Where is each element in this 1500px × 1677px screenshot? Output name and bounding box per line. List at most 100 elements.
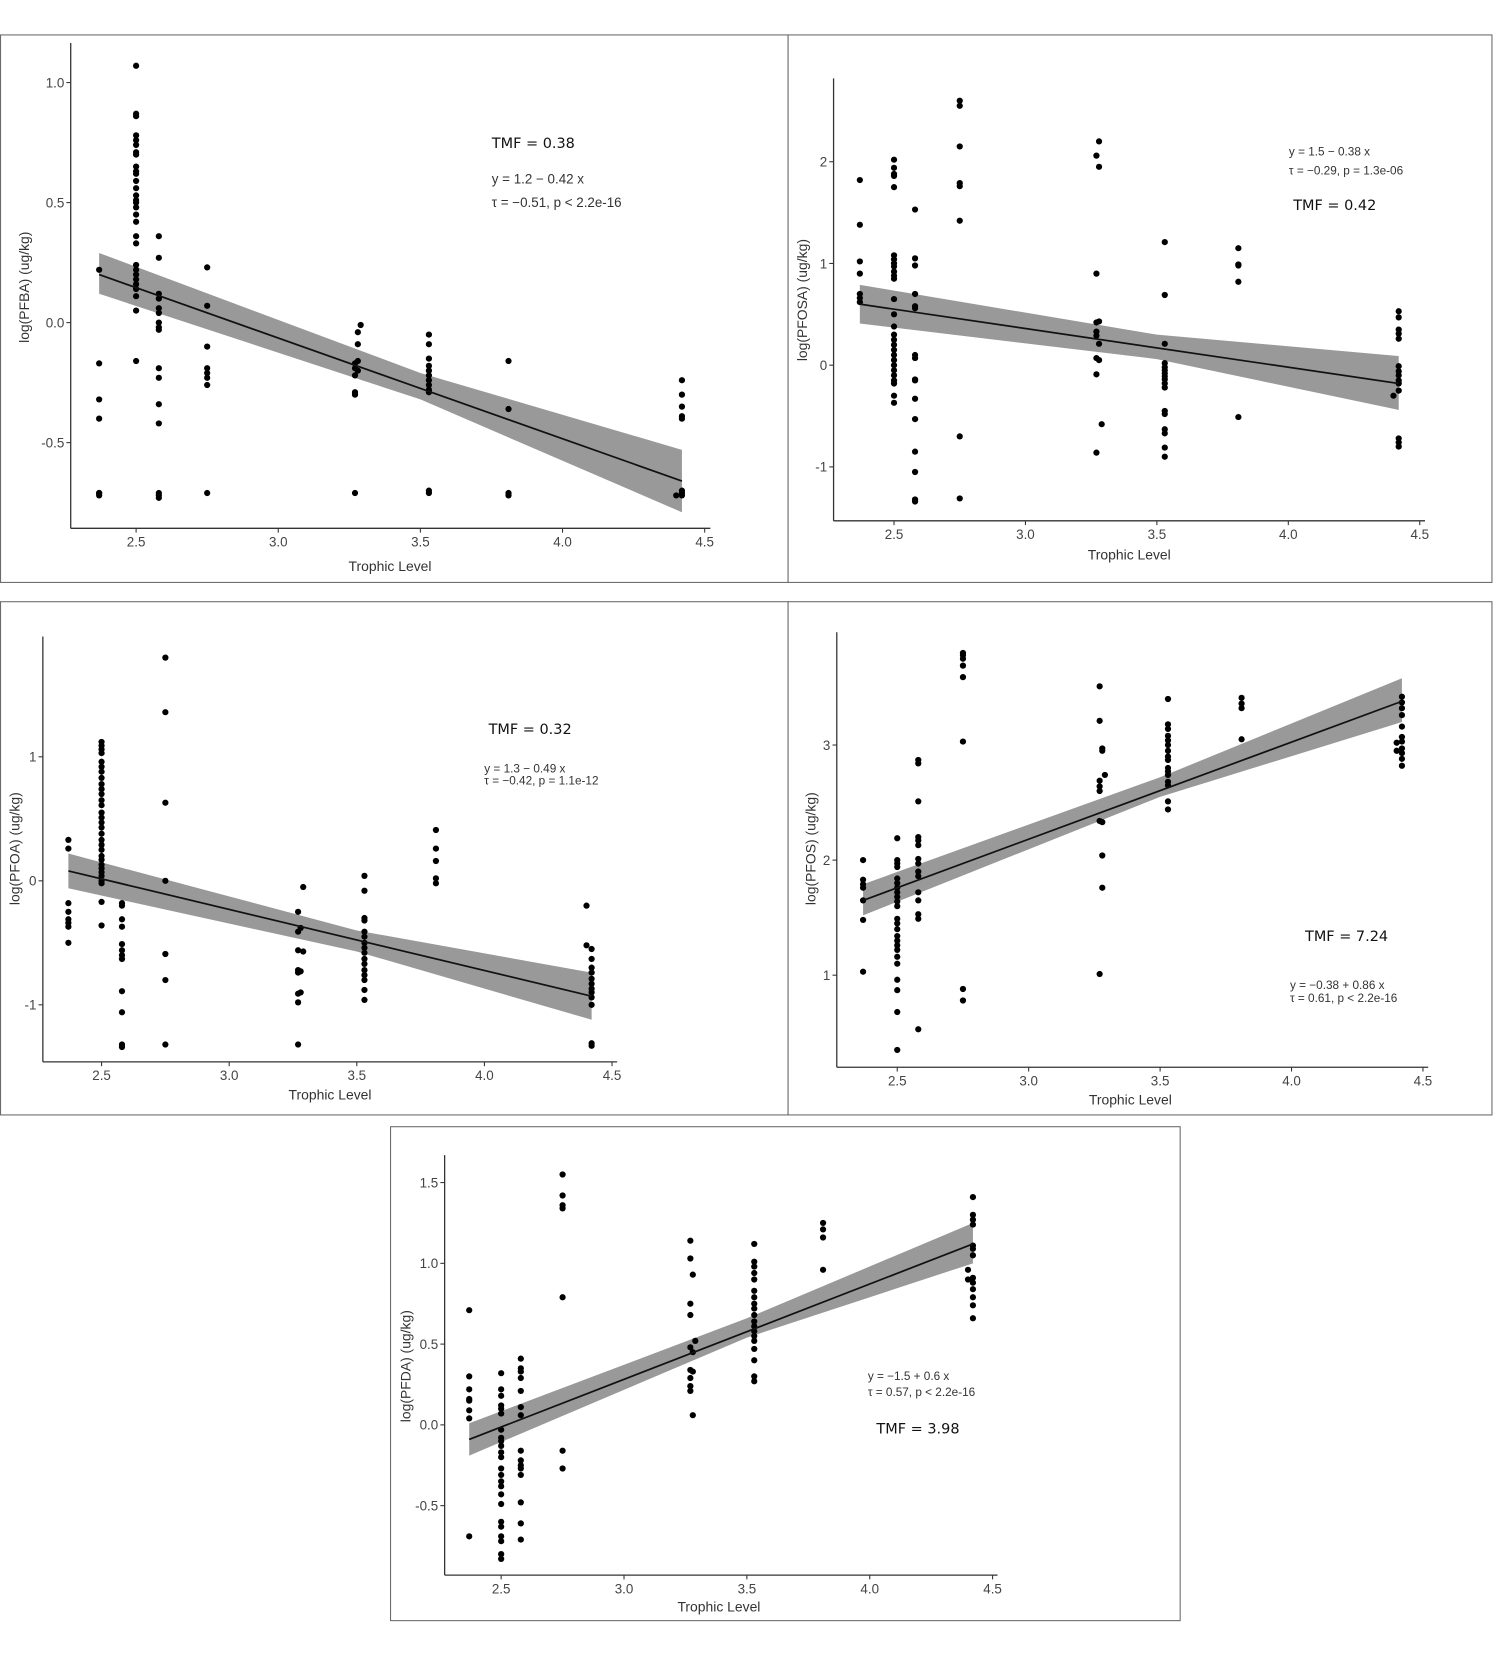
data-point bbox=[915, 897, 922, 904]
data-point bbox=[894, 1046, 901, 1054]
data-point bbox=[132, 141, 140, 149]
data-point bbox=[498, 1442, 505, 1449]
data-point bbox=[118, 940, 126, 948]
data-point bbox=[98, 763, 105, 770]
y-axis-label: log(PFOS) (ug/kg) bbox=[802, 792, 818, 905]
data-point bbox=[432, 845, 440, 852]
data-point bbox=[466, 1533, 473, 1540]
data-point bbox=[911, 206, 919, 213]
y-tick-label: 0.0 bbox=[420, 1418, 439, 1433]
data-point bbox=[1395, 314, 1402, 321]
data-point bbox=[98, 819, 105, 826]
data-point bbox=[964, 1276, 972, 1283]
data-point bbox=[155, 326, 162, 333]
data-point bbox=[132, 132, 140, 139]
data-point bbox=[1164, 806, 1172, 813]
data-point bbox=[1164, 695, 1172, 703]
x-tick-label: 4.5 bbox=[695, 535, 714, 550]
data-point bbox=[132, 163, 140, 170]
data-point bbox=[588, 1001, 595, 1008]
data-point bbox=[911, 498, 919, 505]
data-point bbox=[819, 1266, 827, 1273]
y-tick-label: -1 bbox=[815, 460, 827, 475]
data-point bbox=[517, 1412, 524, 1419]
tmf-label: TMF = 0.32 bbox=[488, 722, 572, 738]
data-point bbox=[687, 1344, 694, 1351]
panel-frame-pfoa bbox=[0, 601, 789, 1116]
data-point bbox=[1395, 387, 1402, 394]
x-tick-label: 4.0 bbox=[860, 1581, 879, 1596]
confidence-band bbox=[863, 678, 1402, 916]
tmf-label: TMF = 0.42 bbox=[1292, 198, 1376, 214]
x-tick-label: 3.0 bbox=[615, 1581, 634, 1596]
data-point bbox=[1093, 449, 1100, 456]
data-point bbox=[98, 836, 105, 844]
data-point bbox=[1395, 443, 1402, 450]
data-point bbox=[559, 1447, 566, 1454]
data-point bbox=[1095, 318, 1103, 325]
data-point bbox=[361, 976, 368, 984]
data-point bbox=[132, 218, 140, 225]
x-tick-label: 4.0 bbox=[1279, 527, 1298, 542]
data-point bbox=[155, 494, 162, 501]
data-point bbox=[155, 365, 162, 372]
data-point bbox=[751, 1240, 758, 1248]
data-point bbox=[856, 221, 863, 228]
data-point bbox=[132, 177, 140, 185]
data-point bbox=[894, 932, 901, 940]
x-tick-label: 3.5 bbox=[738, 1581, 757, 1596]
data-point bbox=[956, 97, 963, 104]
data-point bbox=[959, 985, 967, 993]
regression-stats: τ = −0.42, p = 1.1e-12 bbox=[484, 774, 598, 787]
data-point bbox=[361, 917, 368, 924]
data-point bbox=[517, 1536, 524, 1543]
y-tick-label: 1 bbox=[29, 750, 36, 765]
data-point bbox=[964, 1266, 972, 1273]
data-point bbox=[204, 302, 211, 309]
data-point bbox=[1395, 308, 1402, 315]
data-point bbox=[65, 923, 72, 930]
data-point bbox=[294, 947, 302, 954]
data-point bbox=[911, 354, 919, 362]
data-point bbox=[1235, 278, 1242, 285]
data-point bbox=[959, 655, 967, 662]
y-tick-label: 2 bbox=[820, 155, 827, 170]
data-point bbox=[162, 1041, 169, 1048]
confidence-band bbox=[859, 284, 1399, 410]
data-point bbox=[361, 933, 368, 940]
data-point bbox=[354, 341, 361, 348]
data-point bbox=[1390, 392, 1397, 399]
data-point bbox=[498, 1370, 505, 1377]
data-point bbox=[894, 903, 901, 910]
data-point bbox=[969, 1193, 977, 1201]
data-point bbox=[204, 374, 211, 381]
data-point bbox=[751, 1357, 758, 1364]
data-point bbox=[894, 942, 901, 949]
data-point bbox=[132, 185, 140, 192]
data-point bbox=[890, 399, 898, 406]
data-point bbox=[1095, 340, 1103, 347]
data-point bbox=[911, 377, 919, 384]
data-point bbox=[498, 1483, 505, 1490]
data-point bbox=[890, 331, 898, 338]
data-point bbox=[118, 988, 126, 995]
data-point bbox=[687, 1311, 694, 1319]
data-point bbox=[559, 1294, 566, 1301]
data-point bbox=[890, 367, 898, 374]
data-point bbox=[1398, 745, 1406, 752]
data-point bbox=[890, 341, 898, 348]
x-tick-label: 4.5 bbox=[603, 1068, 622, 1083]
data-point bbox=[498, 1410, 505, 1417]
x-tick-label: 3.0 bbox=[220, 1068, 239, 1083]
data-point bbox=[969, 1221, 977, 1228]
x-tick-label: 4.5 bbox=[983, 1581, 1002, 1596]
data-point bbox=[351, 372, 359, 379]
data-point bbox=[915, 837, 922, 844]
data-point bbox=[294, 1041, 302, 1048]
data-point bbox=[118, 955, 126, 963]
data-point bbox=[517, 1465, 524, 1472]
data-point bbox=[204, 343, 211, 350]
data-point bbox=[98, 785, 105, 793]
data-point bbox=[969, 1216, 977, 1223]
tmf-label: TMF = 3.98 bbox=[875, 1422, 959, 1438]
